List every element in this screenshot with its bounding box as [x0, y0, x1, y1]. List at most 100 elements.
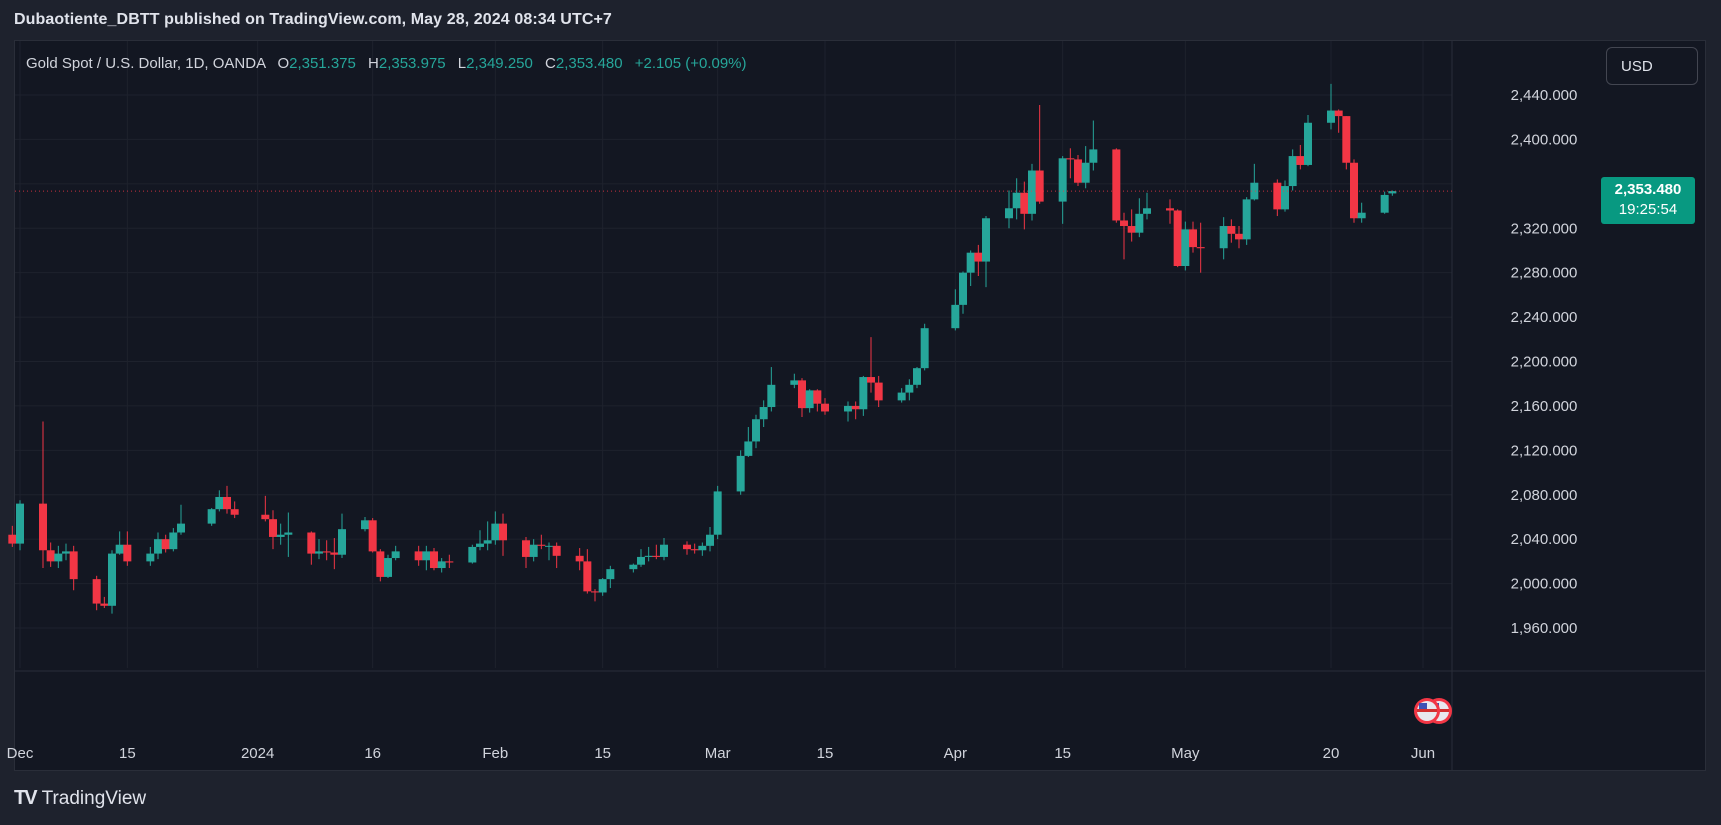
candle-body: [759, 407, 768, 420]
candle-body: [215, 496, 224, 510]
candle-body: [959, 272, 967, 305]
candle-body: [982, 218, 990, 262]
candle-body: [744, 441, 753, 456]
candle-body: [146, 553, 155, 562]
candle-body: [683, 544, 691, 550]
candle-body: [637, 556, 645, 565]
high-value: 2,353.975: [378, 55, 446, 72]
close-label: C: [545, 55, 556, 72]
candle-body: [974, 252, 983, 262]
x-tick-label: May: [1171, 745, 1200, 762]
open-label: O: [277, 55, 290, 72]
candle-body: [951, 304, 960, 329]
currency-button[interactable]: USD: [1606, 47, 1698, 85]
candle-body: [161, 539, 170, 550]
high-label: H: [368, 55, 379, 72]
candle-body: [1081, 162, 1090, 183]
candle-body: [1120, 220, 1128, 227]
candle-body: [660, 544, 668, 557]
candle-body: [897, 392, 906, 401]
candle-body: [391, 551, 400, 559]
candle-body: [445, 561, 454, 563]
y-tick-label: 2,440.000: [1511, 87, 1578, 104]
candle-body: [1334, 110, 1343, 117]
y-tick-label: 2,000.000: [1511, 576, 1578, 593]
last-price-label: 2,353.480 19:25:54: [1601, 177, 1695, 225]
y-tick-label: 2,200.000: [1511, 354, 1578, 371]
candle-body: [123, 544, 132, 562]
candle-body: [1012, 192, 1021, 209]
low-value: 2,349.250: [466, 55, 533, 72]
candle-body: [805, 390, 814, 409]
candle-body: [1181, 229, 1190, 267]
candle-body: [698, 545, 707, 551]
candle-body: [322, 551, 331, 553]
open-value: 2,351.375: [289, 55, 356, 72]
candle-body: [307, 532, 316, 554]
candle-body: [1089, 149, 1098, 163]
candle-body: [1074, 159, 1082, 183]
candle-body: [376, 551, 385, 577]
candle-body: [522, 540, 530, 557]
candle-body: [1028, 170, 1036, 214]
candle-body: [545, 545, 553, 547]
candle-body: [706, 534, 714, 546]
candle-body: [713, 491, 722, 535]
candle-body: [552, 545, 561, 556]
tradingview-logo-text: TradingView: [41, 787, 147, 809]
candle-body: [905, 384, 914, 393]
candle-body: [1380, 194, 1389, 213]
tradingview-logo-icon: TV: [14, 787, 38, 809]
candle-body: [736, 455, 745, 492]
candle-body: [269, 519, 277, 537]
candle-body: [8, 534, 17, 544]
candle-body: [1281, 186, 1289, 210]
candle-body: [115, 544, 124, 554]
candle-body: [69, 551, 78, 580]
candle-body: [39, 503, 47, 551]
candle-body: [867, 377, 875, 383]
y-tick-label: 2,320.000: [1511, 220, 1578, 237]
candle-body: [652, 555, 661, 557]
candle-body: [690, 549, 699, 551]
candle-body: [384, 558, 392, 577]
x-tick-label: 15: [1054, 745, 1071, 762]
us-flag-icon[interactable]: [1414, 698, 1440, 724]
candle-body: [100, 603, 109, 606]
candle-body: [491, 523, 500, 541]
candle-body: [1005, 208, 1013, 219]
candle-body: [62, 551, 70, 554]
tradingview-logo[interactable]: TV TradingView: [14, 787, 146, 810]
candle-body: [821, 403, 829, 412]
candle-body: [1288, 156, 1297, 187]
candle-body: [468, 546, 477, 563]
candle-body: [767, 384, 776, 408]
candle-body: [1250, 182, 1259, 200]
last-price-value: 2,353.480: [1614, 181, 1682, 199]
candle-body: [1127, 226, 1136, 233]
candle-body: [913, 368, 921, 385]
candle-body: [798, 380, 806, 409]
candle-body: [591, 591, 599, 593]
candle-body: [361, 520, 369, 530]
candle-body: [1342, 116, 1351, 163]
candle-body: [1020, 192, 1029, 214]
candle-body: [315, 551, 323, 554]
y-tick-label: 2,160.000: [1511, 398, 1578, 415]
y-tick-label: 2,080.000: [1511, 487, 1578, 504]
candle-body: [1196, 247, 1205, 249]
x-tick-label: Dec: [7, 745, 34, 762]
candle-body: [483, 540, 492, 544]
y-tick-label: 2,280.000: [1511, 265, 1578, 282]
candle-body: [606, 569, 615, 580]
candle-body: [422, 551, 431, 561]
candle-body: [1189, 229, 1197, 248]
y-tick-label: 1,960.000: [1511, 620, 1578, 637]
candle-body: [430, 551, 438, 569]
candle-body: [598, 579, 607, 593]
candle-body: [844, 405, 852, 412]
low-label: L: [457, 55, 467, 72]
candle-body: [1242, 199, 1251, 240]
x-tick-label: 2024: [241, 745, 274, 762]
